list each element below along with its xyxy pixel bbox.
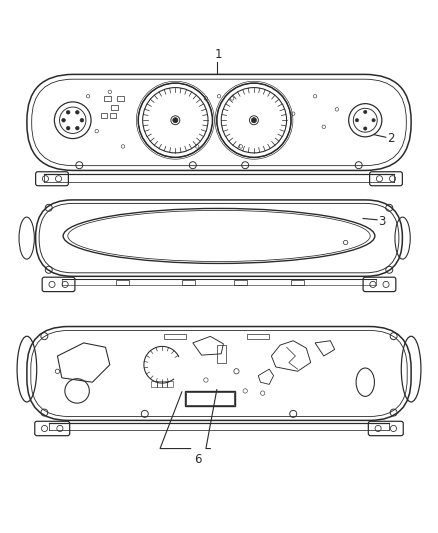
Bar: [164, 334, 186, 338]
Bar: [117, 96, 124, 101]
Bar: [104, 96, 111, 101]
Bar: [101, 113, 107, 118]
Circle shape: [66, 126, 70, 130]
Circle shape: [75, 110, 79, 114]
Bar: [156, 381, 162, 387]
Circle shape: [364, 110, 367, 114]
Bar: [182, 280, 195, 285]
Circle shape: [75, 126, 79, 130]
Bar: [117, 280, 130, 285]
Bar: [111, 104, 118, 110]
Text: 6: 6: [194, 453, 202, 466]
Bar: [234, 280, 247, 285]
Bar: [151, 381, 157, 387]
Bar: [247, 334, 269, 338]
Circle shape: [62, 118, 65, 122]
Text: 2: 2: [387, 132, 395, 145]
Circle shape: [355, 118, 359, 122]
Bar: [167, 381, 173, 387]
Bar: [162, 381, 167, 387]
Circle shape: [372, 118, 375, 122]
Circle shape: [80, 118, 84, 122]
Text: 1: 1: [214, 48, 222, 61]
Bar: [217, 345, 226, 362]
Circle shape: [66, 110, 70, 114]
Circle shape: [364, 127, 367, 130]
Text: 3: 3: [378, 215, 385, 228]
Bar: [185, 391, 235, 406]
Bar: [110, 113, 116, 118]
Bar: [187, 392, 234, 405]
Bar: [291, 280, 304, 285]
Circle shape: [251, 118, 257, 123]
Circle shape: [173, 118, 178, 123]
